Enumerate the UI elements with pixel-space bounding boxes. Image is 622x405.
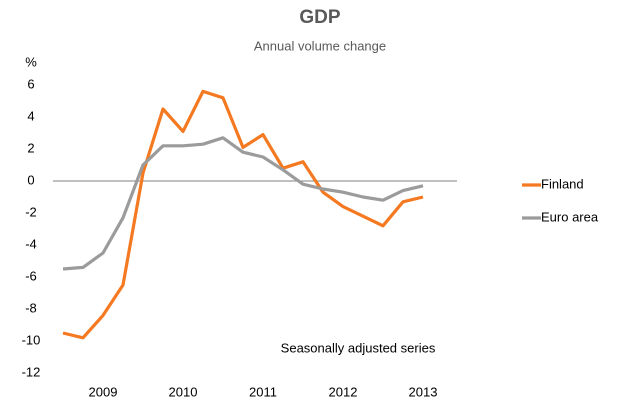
y-axis-label: %: [25, 54, 37, 69]
y-tick-label: -12: [22, 364, 41, 379]
x-tick-label: 2009: [89, 384, 118, 399]
y-tick-label: -6: [25, 268, 37, 283]
series-line: [62, 136, 424, 271]
y-tick-label: -2: [25, 204, 37, 219]
y-tick-label: 2: [27, 140, 34, 155]
y-tick-label: 6: [27, 76, 34, 91]
legend-label: Finland: [541, 176, 584, 191]
y-tick-label: -10: [22, 332, 41, 347]
chart-title: GDP: [299, 7, 341, 28]
y-tick-label: 4: [27, 108, 34, 123]
x-tick-label: 2012: [329, 384, 358, 399]
series-line: [62, 89, 424, 340]
x-tick-label: 2013: [409, 384, 438, 399]
y-tick-label: -4: [25, 236, 37, 251]
y-tick-label: 0: [27, 172, 34, 187]
annotation: Seasonally adjusted series: [281, 340, 436, 355]
chart-subtitle: Annual volume change: [254, 38, 386, 53]
x-tick-label: 2010: [169, 384, 198, 399]
y-tick-label: -8: [25, 300, 37, 315]
x-tick-label: 2011: [249, 384, 277, 399]
legend-label: Euro area: [541, 209, 599, 224]
